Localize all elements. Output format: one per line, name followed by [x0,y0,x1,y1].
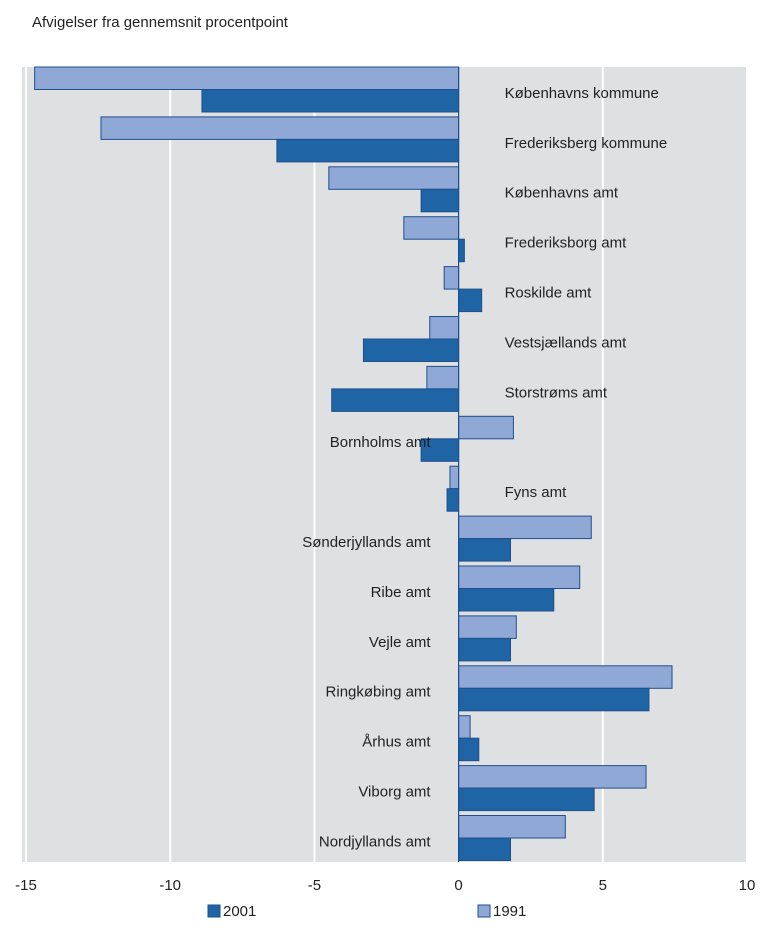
bar-1991-14 [458,765,647,789]
legend-swatch-1991 [477,904,491,918]
category-label-2: Københavns amt [505,185,619,202]
bar-2001-9 [458,538,512,562]
bar-2001-4 [458,288,483,313]
category-label-15: Nordjyllands amt [319,833,432,850]
bar-2001-3 [458,238,465,263]
bar-1991-2 [328,166,460,190]
category-label-12: Ringkøbing amt [326,684,432,701]
category-label-7: Bornholms amt [330,434,432,451]
bar-2001-8 [446,488,460,512]
bar-2001-10 [458,588,555,612]
legend-label-1991: 1991 [493,903,526,920]
category-label-8: Fyns amt [505,484,568,501]
bar-2001-11 [458,637,512,662]
bar-1991-10 [458,565,581,589]
bar-2001-15 [458,837,512,861]
bar-1991-8 [449,465,460,490]
category-label-4: Roskilde amt [505,285,593,302]
bar-2001-12 [458,687,650,712]
plot-background [22,67,747,862]
bar-1991-7 [458,415,514,440]
category-label-6: Storstrøms amt [505,384,608,401]
legend-swatch-2001 [207,904,221,918]
bar-2001-6 [331,388,460,412]
category-label-9: Sønderjyllands amt [302,534,431,551]
bar-1991-12 [458,665,673,689]
bar-2001-2 [420,188,460,213]
bar-1991-15 [458,815,566,839]
bar-1991-13 [458,715,471,739]
bar-1991-3 [403,216,460,240]
chart-subtitle: Afvigelser fra gennemsnit procentpoint [32,14,288,31]
bar-2001-0 [201,89,460,113]
bar-1991-5 [429,316,460,340]
bar-1991-11 [458,615,517,639]
x-tick-label--10: -10 [159,877,181,894]
bar-1991-9 [458,515,592,540]
category-label-14: Viborg amt [358,784,431,801]
x-tick-label--5: -5 [308,877,321,894]
x-tick-label--15: -15 [15,877,37,894]
x-tick-label-5: 5 [599,877,607,894]
category-label-0: Københavns kommune [505,85,659,102]
x-tick-label-10: 10 [739,877,756,894]
bar-1991-1 [100,116,460,140]
category-label-1: Frederiksberg kommune [505,135,668,152]
bar-2001-1 [276,138,460,163]
category-label-13: Århus amt [362,734,431,751]
bar-1991-4 [443,266,460,290]
bar-2001-5 [362,338,460,362]
bar-1991-0 [34,66,460,90]
category-label-11: Vejle amt [369,634,432,651]
bar-1991-6 [426,365,460,390]
category-label-10: Ribe amt [371,584,432,601]
bar-2001-14 [458,787,595,812]
legend-label-2001: 2001 [223,903,256,920]
x-tick-label-0: 0 [454,877,462,894]
category-label-3: Frederiksborg amt [505,235,628,252]
category-label-5: Vestsjællands amt [505,334,628,351]
bar-2001-13 [458,737,480,762]
